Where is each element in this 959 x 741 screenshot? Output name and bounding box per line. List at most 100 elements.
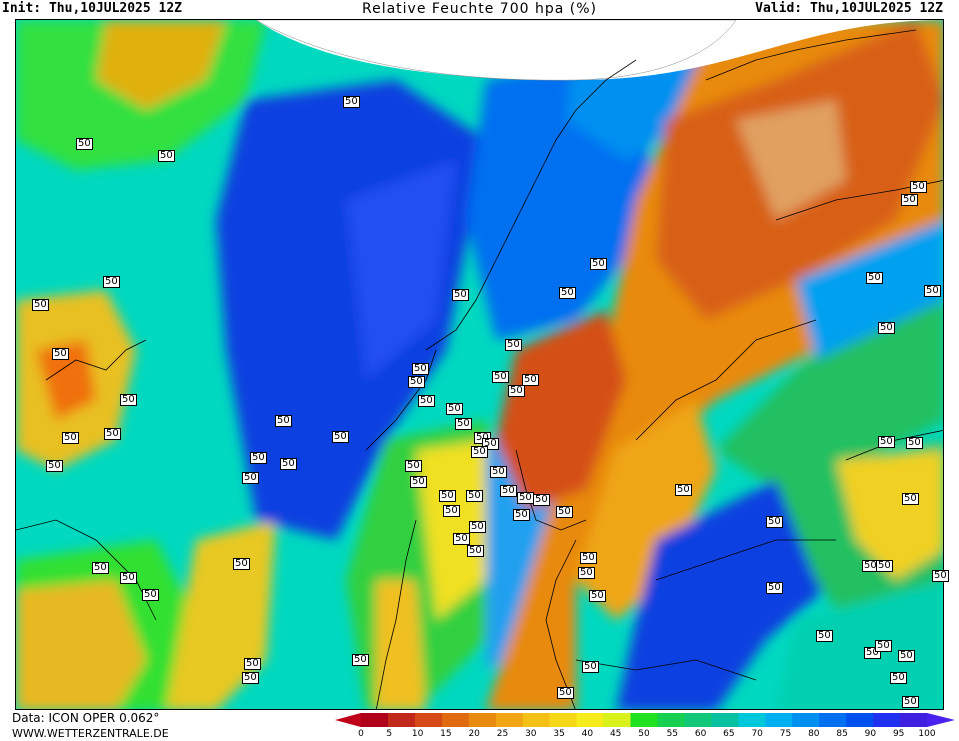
website-credit: WWW.WETTERZENTRALE.DE	[12, 727, 169, 740]
contour-label: 50	[582, 661, 599, 673]
legend-tick-label: 5	[386, 729, 393, 739]
contour-label: 50	[471, 446, 488, 458]
contour-label: 50	[500, 485, 517, 497]
legend-tick-label: 95	[892, 729, 905, 739]
contour-label: 50	[233, 558, 250, 570]
contour-label: 50	[890, 672, 907, 684]
contour-label: 50	[901, 194, 918, 206]
contour-label: 50	[120, 394, 137, 406]
legend-swatch	[846, 713, 874, 727]
contour-label: 50	[104, 428, 121, 440]
legend-swatch	[414, 713, 443, 727]
contour-label: 50	[862, 560, 879, 572]
contour-label: 50	[46, 460, 63, 472]
contour-label: 50	[766, 582, 783, 594]
contour-label: 50	[455, 418, 472, 430]
contour-label: 50	[352, 654, 369, 666]
legend-swatch	[873, 713, 901, 727]
contour-label: 50	[408, 376, 425, 388]
legend-low-arrow	[335, 713, 361, 727]
contour-label: 50	[522, 374, 539, 386]
legend-swatch	[603, 713, 632, 727]
contour-label: 50	[505, 339, 522, 351]
legend-swatch	[441, 713, 470, 727]
legend-tick-label: 55	[666, 729, 679, 739]
contour-label: 50	[556, 506, 573, 518]
contour-label: 50	[559, 287, 576, 299]
legend-swatch	[819, 713, 847, 727]
legend-swatch	[900, 713, 928, 727]
contour-label: 50	[410, 476, 427, 488]
legend-swatch	[630, 713, 658, 727]
legend-tick-label: 70	[751, 729, 763, 739]
contour-label: 50	[103, 276, 120, 288]
contour-label: 50	[332, 431, 349, 443]
legend-tick-label: 75	[779, 729, 792, 739]
legend-tick-label: 45	[609, 729, 622, 739]
contour-label: 50	[418, 395, 435, 407]
legend-swatch	[576, 713, 605, 727]
map-title: Relative Feuchte 700 hpa (%)	[362, 1, 597, 17]
contour-label: 50	[466, 490, 483, 502]
contour-label: 50	[439, 490, 456, 502]
legend-swatch	[711, 713, 739, 727]
contour-label: 50	[906, 437, 923, 449]
legend-swatch	[387, 713, 416, 727]
contour-label: 50	[158, 150, 175, 162]
contour-label: 50	[244, 658, 261, 670]
legend-tick-label: 85	[836, 729, 848, 739]
contour-label: 50	[557, 687, 574, 699]
contour-label: 50	[92, 562, 109, 574]
legend-swatch	[765, 713, 793, 727]
contour-label: 50	[766, 516, 783, 528]
contour-label: 50	[275, 415, 292, 427]
contour-label: 50	[898, 650, 915, 662]
contour-label: 50	[76, 138, 93, 150]
data-source: Data: ICON OPER 0.062°	[12, 711, 160, 725]
contour-label: 50	[590, 258, 607, 270]
legend-tick-label: 30	[525, 729, 537, 739]
contour-label: 50	[816, 630, 833, 642]
humidity-map	[15, 19, 944, 710]
contour-label: 50	[443, 505, 460, 517]
contour-label: 50	[902, 696, 919, 708]
legend-tick-label: 25	[496, 729, 509, 739]
color-legend	[335, 713, 955, 727]
legend-tick-label: 20	[468, 729, 480, 739]
contour-label: 50	[589, 590, 606, 602]
contour-label: 50	[580, 552, 597, 564]
legend-tick-label: 90	[864, 729, 877, 739]
legend-tick-label: 10	[411, 729, 424, 739]
contour-label: 50	[876, 560, 893, 572]
legend-tick-label: 65	[723, 729, 735, 739]
contour-label: 50	[242, 672, 259, 684]
contour-label: 50	[32, 299, 49, 311]
legend-swatch	[738, 713, 766, 727]
contour-label: 50	[467, 545, 484, 557]
legend-tick-label: 0	[358, 729, 364, 739]
legend-tick-label: 100	[918, 729, 936, 739]
legend-swatch	[792, 713, 820, 727]
legend-tick-label: 15	[440, 729, 452, 739]
contour-label: 50	[142, 589, 159, 601]
contour-label: 50	[675, 484, 692, 496]
contour-label: 50	[405, 460, 422, 472]
contour-label: 50	[517, 492, 534, 504]
contour-label: 50	[878, 436, 895, 448]
humidity-field	[16, 20, 943, 709]
contour-label: 50	[446, 403, 463, 415]
contour-label: 50	[469, 521, 486, 533]
legend-swatch	[549, 713, 578, 727]
legend-swatch	[657, 713, 685, 727]
legend-swatch	[684, 713, 712, 727]
legend-swatch	[522, 713, 551, 727]
contour-label: 50	[932, 570, 949, 582]
legend-swatch	[495, 713, 524, 727]
legend-swatch	[468, 713, 497, 727]
contour-label: 50	[492, 371, 509, 383]
contour-label: 50	[280, 458, 297, 470]
contour-label: 50	[578, 567, 595, 579]
legend-tick-label: 80	[808, 729, 820, 739]
contour-label: 50	[452, 289, 469, 301]
contour-label: 50	[242, 472, 259, 484]
